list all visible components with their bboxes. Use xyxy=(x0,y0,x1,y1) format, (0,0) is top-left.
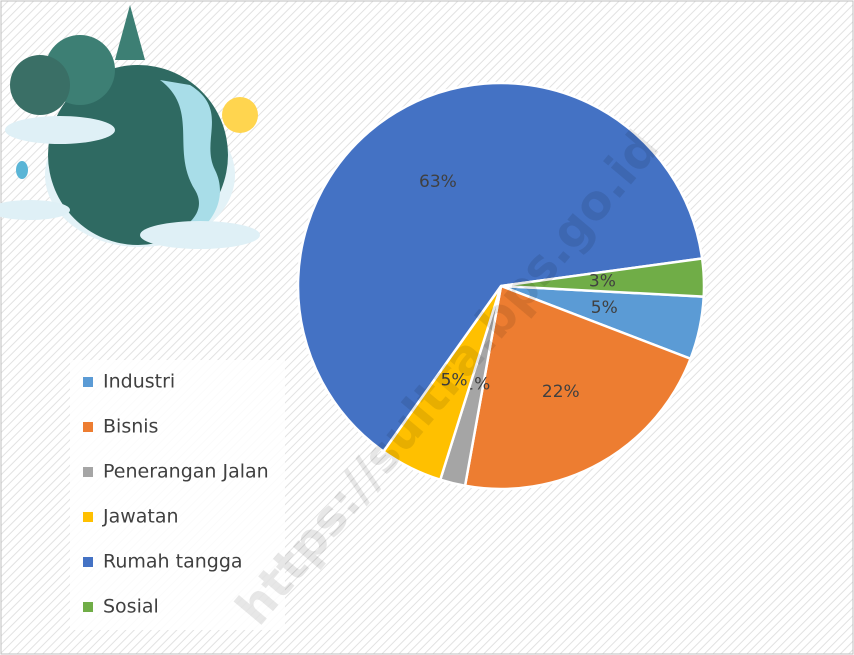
legend-marker xyxy=(83,512,93,522)
data-label: 22% xyxy=(542,382,580,402)
legend-marker xyxy=(83,377,93,387)
chart: 5%22%2%5%63%3%IndustriBisnisPenerangan J… xyxy=(0,0,854,655)
data-label: 3% xyxy=(589,272,616,292)
legend-label: Bisnis xyxy=(103,416,158,438)
legend-label: Jawatan xyxy=(102,506,179,528)
data-label: 63% xyxy=(419,172,457,192)
legend-marker xyxy=(83,422,93,432)
legend-label: Rumah tangga xyxy=(103,551,243,573)
legend-marker xyxy=(83,557,93,567)
data-label: 5% xyxy=(591,298,618,318)
legend-marker xyxy=(83,467,93,477)
legend-marker xyxy=(83,602,93,612)
legend-label: Penerangan Jalan xyxy=(103,461,269,483)
legend-label: Sosial xyxy=(103,596,159,618)
legend-label: Industri xyxy=(103,371,175,393)
